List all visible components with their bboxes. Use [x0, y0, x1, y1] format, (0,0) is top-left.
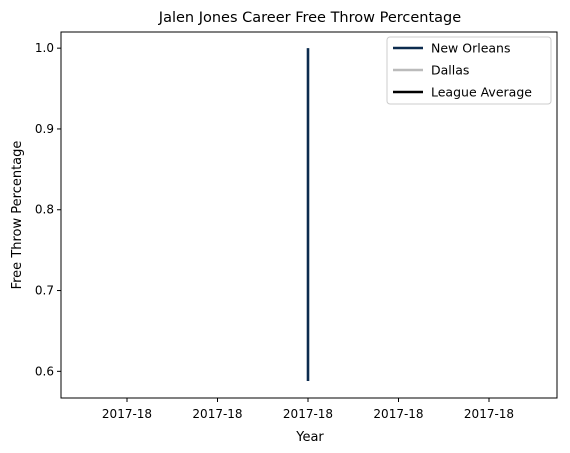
y-tick-label: 0.8	[35, 203, 54, 217]
y-axis: 0.6 0.7 0.8 0.9 1.0	[35, 41, 61, 378]
x-tick-label: 2017-18	[102, 407, 152, 421]
y-axis-label: Free Throw Percentage	[10, 141, 25, 290]
x-tick-label: 2017-18	[464, 407, 514, 421]
legend-box	[386, 36, 552, 105]
legend-label: League Average	[431, 85, 532, 100]
x-tick-label: 2017-18	[192, 407, 242, 421]
y-tick-label: 0.7	[35, 284, 54, 298]
plot-frame	[60, 31, 558, 399]
x-tick-label: 2017-18	[283, 407, 333, 421]
legend-label: New Orleans	[431, 41, 510, 56]
y-tick-label: 0.9	[35, 122, 54, 136]
x-axis: 2017-18 2017-18 2017-18 2017-18 2017-18	[102, 398, 514, 421]
legend: New Orleans Dallas League Average	[386, 36, 552, 105]
y-tick-label: 0.6	[35, 364, 54, 378]
x-axis-label: Year	[295, 430, 324, 445]
y-tick-label: 1.0	[35, 41, 54, 55]
chart-title: Jalen Jones Career Free Throw Percentage	[158, 10, 461, 26]
legend-label: Dallas	[431, 63, 469, 78]
x-tick-label: 2017-18	[373, 407, 423, 421]
